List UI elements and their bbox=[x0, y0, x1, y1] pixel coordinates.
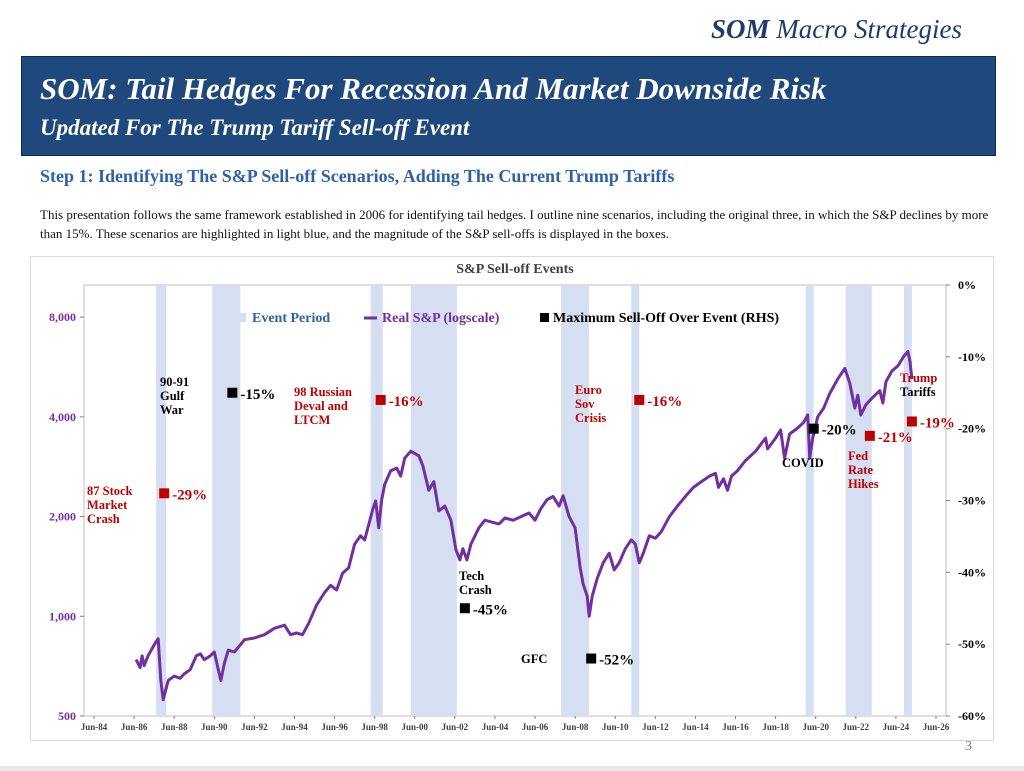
right-tick-label: -50% bbox=[958, 637, 986, 651]
event-period-band-6 bbox=[631, 285, 640, 716]
step-heading: Step 1: Identifying The S&P Sell-off Sce… bbox=[40, 166, 675, 186]
selloff-value-4: -45% bbox=[473, 602, 508, 618]
event-label-9-line-2: Tariffs bbox=[900, 385, 936, 399]
legend-selloff-swatch bbox=[540, 313, 549, 322]
x-tick-label: Jun-16 bbox=[722, 722, 749, 732]
selloff-value-3: -16% bbox=[389, 394, 424, 410]
event-label-2-line-2: Gulf bbox=[160, 389, 185, 403]
x-tick-label: Jun-26 bbox=[923, 722, 950, 732]
event-label-6-line-1: Euro bbox=[575, 383, 602, 397]
event-label-7-line-1: COVID bbox=[782, 456, 824, 470]
selloff-marker-1 bbox=[159, 488, 170, 499]
selloff-marker-4 bbox=[459, 603, 470, 614]
x-tick-label: Jun-14 bbox=[682, 722, 709, 732]
selloff-marker-5 bbox=[586, 653, 597, 664]
event-period-band-4 bbox=[410, 285, 457, 716]
x-tick-label: Jun-04 bbox=[482, 722, 509, 732]
x-tick-label: Jun-94 bbox=[281, 722, 308, 732]
event-label-6-line-2: Sov bbox=[575, 397, 595, 411]
selloff-marker-7 bbox=[808, 423, 819, 434]
left-tick-label: 8,000 bbox=[49, 310, 76, 324]
right-tick-label: 0% bbox=[958, 278, 976, 292]
event-label-8-line-1: Fed bbox=[848, 449, 868, 463]
selloff-value-6: -16% bbox=[647, 394, 682, 410]
event-label-1-line-3: Crash bbox=[87, 512, 120, 526]
selloff-marker-6 bbox=[634, 394, 645, 405]
chart-frame bbox=[30, 256, 994, 741]
left-tick-label: 4,000 bbox=[49, 410, 76, 424]
x-tick-label: Jun-86 bbox=[121, 722, 148, 732]
x-tick-label: Jun-20 bbox=[802, 722, 829, 732]
event-period-band-2 bbox=[212, 285, 241, 716]
event-label-8-line-3: Hikes bbox=[848, 477, 879, 491]
chart-title: S&P Sell-off Events bbox=[456, 262, 574, 277]
page-subtitle: Updated For The Trump Tariff Sell-off Ev… bbox=[40, 115, 470, 140]
selloff-value-7: -20% bbox=[822, 423, 857, 439]
x-tick-label: Jun-00 bbox=[402, 722, 429, 732]
legend-event-period-swatch bbox=[237, 313, 246, 322]
event-period-band-9 bbox=[903, 285, 912, 716]
bottom-bar bbox=[0, 766, 1024, 771]
event-label-2-line-1: 90-91 bbox=[160, 375, 189, 389]
right-tick-label: -60% bbox=[958, 709, 986, 723]
event-label-3-line-3: LTCM bbox=[294, 413, 331, 427]
title-banner: SOM: Tail Hedges For Recession And Marke… bbox=[21, 56, 996, 156]
event-period-band-8 bbox=[845, 285, 872, 716]
x-tick-label: Jun-02 bbox=[442, 722, 469, 732]
selloff-value-8: -21% bbox=[878, 430, 913, 446]
event-label-6-line-3: Crisis bbox=[575, 411, 606, 425]
event-label-9-line-1: Trump bbox=[900, 371, 937, 385]
left-tick-label: 1,000 bbox=[49, 609, 76, 623]
real-sp-line bbox=[134, 350, 914, 702]
event-period-band-7 bbox=[805, 285, 814, 716]
x-tick-label: Jun-10 bbox=[602, 722, 629, 732]
brand-rest: Macro Strategies bbox=[776, 14, 962, 44]
selloff-marker-8 bbox=[864, 430, 875, 441]
legend-event-period-label: Event Period bbox=[252, 311, 330, 326]
brand-strong: SOM bbox=[711, 14, 770, 44]
x-tick-label: Jun-08 bbox=[562, 722, 589, 732]
event-label-1-line-1: 87 Stock bbox=[87, 484, 133, 498]
selloff-marker-2 bbox=[227, 387, 238, 398]
event-period-band-1 bbox=[156, 285, 167, 716]
left-tick-label: 2,000 bbox=[49, 510, 76, 524]
description-text: This presentation follows the same frame… bbox=[40, 207, 989, 241]
x-tick-label: Jun-90 bbox=[201, 722, 228, 732]
x-tick-label: Jun-18 bbox=[762, 722, 789, 732]
page-title: SOM: Tail Hedges For Recession And Marke… bbox=[40, 71, 827, 106]
x-tick-label: Jun-22 bbox=[843, 722, 870, 732]
x-tick-label: Jun-98 bbox=[361, 722, 388, 732]
event-label-3-line-2: Deval and bbox=[294, 399, 348, 413]
event-label-4-line-1: Tech bbox=[459, 569, 484, 583]
right-tick-label: -20% bbox=[958, 422, 986, 436]
legend-real-sp-label: Real S&P (logscale) bbox=[382, 311, 500, 326]
legend-selloff-label: Maximum Sell-Off Over Event (RHS) bbox=[553, 311, 779, 326]
selloff-marker-9 bbox=[906, 416, 917, 427]
x-tick-label: Jun-92 bbox=[241, 722, 268, 732]
event-label-4-line-2: Crash bbox=[459, 583, 492, 597]
x-tick-label: Jun-24 bbox=[883, 722, 910, 732]
selloff-marker-3 bbox=[375, 394, 386, 405]
right-tick-label: -10% bbox=[958, 350, 986, 364]
right-tick-label: -40% bbox=[958, 565, 986, 579]
selloff-value-5: -52% bbox=[599, 653, 634, 669]
selloff-value-2: -15% bbox=[240, 387, 275, 403]
left-tick-label: 500 bbox=[58, 709, 76, 723]
page-number: 3 bbox=[965, 739, 972, 754]
right-tick-label: -30% bbox=[958, 494, 986, 508]
event-label-5-line-1: GFC bbox=[521, 652, 547, 666]
brand-logo: SOM Macro Strategies bbox=[711, 14, 962, 45]
event-label-1-line-2: Market bbox=[87, 498, 128, 512]
event-label-2-line-3: War bbox=[160, 403, 184, 417]
selloff-value-1: -29% bbox=[172, 487, 207, 503]
x-tick-label: Jun-06 bbox=[522, 722, 549, 732]
event-label-3-line-1: 98 Russian bbox=[294, 385, 352, 399]
selloff-value-9: -19% bbox=[920, 415, 955, 431]
x-tick-label: Jun-12 bbox=[642, 722, 669, 732]
x-tick-label: Jun-96 bbox=[321, 722, 348, 732]
event-label-8-line-2: Rate bbox=[848, 463, 873, 477]
x-tick-label: Jun-84 bbox=[81, 722, 108, 732]
x-tick-label: Jun-88 bbox=[161, 722, 188, 732]
